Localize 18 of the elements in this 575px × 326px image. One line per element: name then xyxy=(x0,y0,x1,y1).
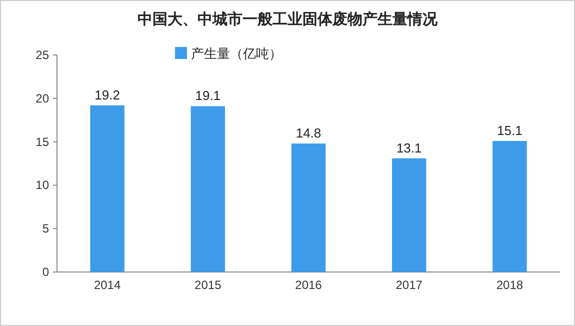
y-tick-label: 20 xyxy=(36,91,50,106)
x-tick-label: 2018 xyxy=(496,278,524,292)
chart-title: 中国大、中城市一般工业固体废物产生量情况 xyxy=(138,10,438,28)
data-label: 19.2 xyxy=(94,87,120,102)
x-tick-label: 2014 xyxy=(94,278,121,292)
y-tick-label: 15 xyxy=(36,134,50,149)
x-tick-label: 2016 xyxy=(295,278,322,292)
y-tick-label: 0 xyxy=(42,265,50,279)
x-tick-label: 2015 xyxy=(194,278,222,292)
data-label: 19.1 xyxy=(195,88,221,104)
y-tick-label: 25 xyxy=(36,48,50,62)
y-tick-label: 10 xyxy=(36,178,50,192)
data-label: 13.1 xyxy=(396,140,422,156)
data-label: 14.8 xyxy=(296,126,322,141)
data-label: 15.1 xyxy=(497,122,522,138)
x-tick-label: 2017 xyxy=(396,278,423,292)
y-tick-label: 5 xyxy=(42,222,50,236)
legend: 产生量（亿吨） xyxy=(175,46,282,61)
